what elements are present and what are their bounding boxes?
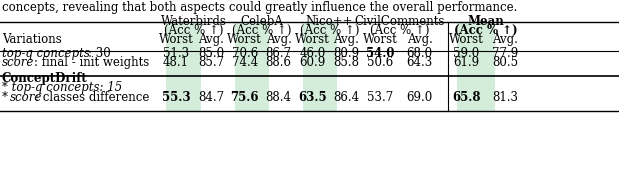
Text: * top-q concepts: 15: * top-q concepts: 15 [2, 81, 122, 94]
Text: 70.6: 70.6 [232, 47, 258, 60]
Text: 54.0: 54.0 [366, 47, 394, 60]
Text: CelebA: CelebA [240, 15, 283, 28]
Text: Worst: Worst [295, 33, 330, 46]
Text: 50.6: 50.6 [367, 56, 393, 70]
Text: 59.0: 59.0 [453, 47, 479, 60]
Text: Avg.: Avg. [266, 33, 292, 46]
Text: 85.0: 85.0 [198, 47, 224, 60]
Bar [303, 22, 337, 111]
Text: 85.7: 85.7 [198, 56, 224, 70]
Text: *: * [2, 91, 12, 104]
Text: Nico++: Nico++ [306, 15, 353, 28]
Text: 84.7: 84.7 [198, 91, 224, 104]
Text: (Acc % ↑): (Acc % ↑) [232, 24, 291, 37]
Text: 88.4: 88.4 [266, 91, 292, 104]
Text: 80.5: 80.5 [492, 56, 518, 70]
Text: top-q concepts: top-q concepts [2, 47, 90, 60]
Text: concepts, revealing that both aspects could greatly influence the overall perfor: concepts, revealing that both aspects co… [2, 1, 517, 14]
Text: (Acc % ↑): (Acc % ↑) [454, 24, 517, 37]
Text: 85.8: 85.8 [333, 56, 359, 70]
Text: 77.9: 77.9 [492, 47, 518, 60]
Text: 51.3: 51.3 [163, 47, 189, 60]
Text: 74.4: 74.4 [232, 56, 258, 70]
Text: (Acc % ↑): (Acc % ↑) [300, 24, 359, 37]
Text: 68.0: 68.0 [407, 47, 433, 60]
Text: : 30: : 30 [88, 47, 111, 60]
Bar [235, 22, 269, 111]
Text: 69.0: 69.0 [406, 91, 433, 104]
Text: Worst: Worst [363, 33, 397, 46]
Text: 88.6: 88.6 [266, 56, 292, 70]
Text: 80.9: 80.9 [333, 47, 359, 60]
Text: score: score [10, 91, 42, 104]
Text: 48.1: 48.1 [163, 56, 189, 70]
Text: 86.4: 86.4 [333, 91, 359, 104]
Text: 55.3: 55.3 [162, 91, 190, 104]
Text: : classes difference: : classes difference [35, 91, 149, 104]
Text: 81.3: 81.3 [492, 91, 518, 104]
Text: 63.5: 63.5 [298, 91, 327, 104]
Text: Worst: Worst [159, 33, 193, 46]
Text: Avg.: Avg. [492, 33, 518, 46]
Text: Worst: Worst [227, 33, 262, 46]
Text: Mean: Mean [467, 15, 504, 28]
Text: 65.8: 65.8 [452, 91, 481, 104]
Bar [166, 22, 201, 111]
Text: 61.9: 61.9 [453, 56, 479, 70]
Text: : final - init weights: : final - init weights [34, 56, 150, 70]
Text: Avg.: Avg. [333, 33, 359, 46]
Text: Variations: Variations [2, 33, 61, 46]
Text: 64.3: 64.3 [406, 56, 433, 70]
Text: ConceptDrift: ConceptDrift [2, 72, 88, 85]
Text: (Acc % ↑): (Acc % ↑) [370, 24, 429, 37]
Text: Avg.: Avg. [198, 33, 224, 46]
Text: CivilComments: CivilComments [355, 15, 445, 28]
Text: 86.7: 86.7 [266, 47, 292, 60]
Bar [456, 22, 495, 111]
Text: 60.9: 60.9 [300, 56, 326, 70]
Text: 53.7: 53.7 [367, 91, 393, 104]
Text: Avg.: Avg. [407, 33, 433, 46]
Text: Waterbirds: Waterbirds [161, 15, 227, 28]
Text: score: score [2, 56, 35, 70]
Text: 75.6: 75.6 [230, 91, 259, 104]
Text: (Acc % ↑): (Acc % ↑) [164, 24, 223, 37]
Text: 46.0: 46.0 [300, 47, 326, 60]
Text: Worst: Worst [449, 33, 484, 46]
